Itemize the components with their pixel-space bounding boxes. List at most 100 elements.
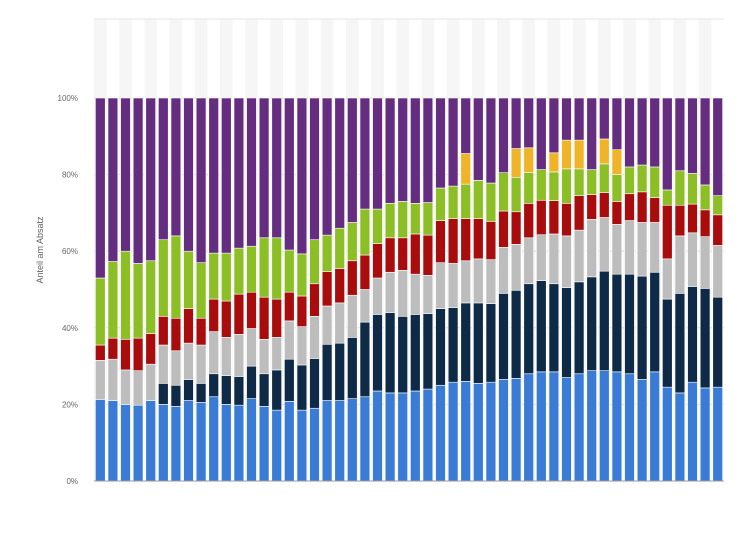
bar-segment[interactable]: [321, 305, 333, 345]
bar-segment[interactable]: [271, 337, 282, 371]
bar-segment[interactable]: [435, 220, 446, 263]
bar-segment[interactable]: [221, 300, 232, 338]
bar-segment[interactable]: [485, 221, 497, 260]
bar-segment[interactable]: [447, 218, 459, 264]
bar-segment[interactable]: [561, 203, 572, 237]
bar-segment[interactable]: [573, 281, 585, 375]
bar-segment[interactable]: [221, 97, 232, 254]
bar-segment[interactable]: [233, 376, 245, 406]
bar-segment[interactable]: [573, 139, 585, 170]
bar-segment[interactable]: [624, 166, 635, 195]
bar-segment[interactable]: [95, 399, 106, 482]
bar-segment[interactable]: [296, 295, 308, 327]
bar-segment[interactable]: [573, 168, 585, 196]
bar-segment[interactable]: [132, 370, 144, 406]
bar-segment[interactable]: [284, 401, 295, 482]
bar-segment[interactable]: [309, 407, 320, 482]
bar-segment[interactable]: [485, 97, 497, 184]
bar-segment[interactable]: [271, 97, 282, 239]
bar-segment[interactable]: [208, 373, 219, 398]
bar-segment[interactable]: [170, 317, 182, 352]
bar-segment[interactable]: [195, 317, 207, 346]
bar-segment[interactable]: [485, 303, 497, 383]
bar-segment[interactable]: [422, 275, 434, 314]
bar-segment[interactable]: [536, 234, 547, 281]
bar-segment[interactable]: [498, 379, 509, 482]
bar-segment[interactable]: [536, 169, 547, 201]
bar-segment[interactable]: [561, 97, 572, 141]
bar-segment[interactable]: [510, 176, 522, 213]
bar-segment[interactable]: [183, 342, 194, 380]
bar-segment[interactable]: [662, 386, 673, 482]
bar-segment[interactable]: [611, 174, 623, 202]
bar-segment[interactable]: [397, 237, 408, 271]
bar-segment[interactable]: [107, 358, 119, 401]
bar-segment[interactable]: [258, 406, 270, 482]
bar-segment[interactable]: [573, 97, 585, 141]
bar-segment[interactable]: [233, 293, 245, 335]
bar-segment[interactable]: [221, 375, 232, 405]
bar-segment[interactable]: [662, 189, 673, 206]
bar-segment[interactable]: [699, 288, 711, 389]
bar-segment[interactable]: [284, 249, 295, 293]
bar-segment[interactable]: [321, 234, 333, 272]
bar-segment[interactable]: [321, 400, 333, 482]
bar-segment[interactable]: [410, 314, 421, 392]
bar-segment[interactable]: [523, 373, 534, 482]
bar-segment[interactable]: [208, 331, 219, 375]
bar-segment[interactable]: [510, 148, 522, 178]
bar-segment[interactable]: [145, 260, 156, 334]
bar-segment[interactable]: [296, 253, 308, 297]
bar-segment[interactable]: [624, 373, 635, 482]
bar-segment[interactable]: [498, 210, 509, 248]
bar-segment[interactable]: [548, 233, 560, 285]
bar-segment[interactable]: [221, 252, 232, 302]
bar-segment[interactable]: [372, 277, 383, 315]
bar-segment[interactable]: [347, 337, 358, 399]
bar-segment[interactable]: [523, 237, 534, 285]
bar-segment[interactable]: [359, 208, 371, 256]
bar-segment[interactable]: [132, 97, 144, 264]
bar-segment[interactable]: [586, 219, 597, 278]
bar-segment[interactable]: [649, 271, 660, 373]
bar-segment[interactable]: [334, 400, 345, 482]
bar-segment[interactable]: [712, 195, 723, 216]
bar-segment[interactable]: [221, 337, 232, 376]
bar-segment[interactable]: [397, 392, 408, 482]
bar-segment[interactable]: [183, 250, 194, 309]
bar-segment[interactable]: [410, 273, 421, 315]
bar-segment[interactable]: [536, 371, 547, 482]
bar-segment[interactable]: [510, 289, 522, 379]
bar-segment[interactable]: [384, 271, 396, 313]
bar-segment[interactable]: [422, 313, 434, 390]
bar-segment[interactable]: [624, 193, 635, 221]
bar-segment[interactable]: [447, 307, 459, 383]
bar-segment[interactable]: [309, 358, 320, 409]
bar-segment[interactable]: [246, 291, 257, 329]
bar-segment[interactable]: [170, 350, 182, 386]
bar-segment[interactable]: [636, 191, 648, 223]
bar-segment[interactable]: [258, 237, 270, 298]
bar-segment[interactable]: [447, 263, 459, 308]
bar-segment[interactable]: [246, 398, 257, 482]
bar-segment[interactable]: [712, 97, 723, 196]
bar-segment[interactable]: [372, 314, 383, 392]
bar-segment[interactable]: [95, 97, 106, 279]
bar-segment[interactable]: [460, 97, 471, 154]
bar-segment[interactable]: [95, 360, 106, 400]
bar-segment[interactable]: [359, 289, 371, 323]
bar-segment[interactable]: [548, 97, 560, 154]
bar-segment[interactable]: [195, 402, 207, 482]
bar-segment[interactable]: [145, 333, 156, 365]
bar-segment[interactable]: [372, 390, 383, 482]
bar-segment[interactable]: [334, 227, 345, 269]
bar-segment[interactable]: [208, 97, 219, 254]
bar-segment[interactable]: [397, 270, 408, 317]
bar-segment[interactable]: [687, 173, 698, 205]
bar-segment[interactable]: [321, 97, 333, 236]
bar-segment[interactable]: [473, 383, 484, 482]
bar-segment[interactable]: [636, 97, 648, 166]
bar-segment[interactable]: [296, 97, 308, 255]
bar-segment[interactable]: [120, 338, 131, 371]
bar-segment[interactable]: [145, 97, 156, 262]
